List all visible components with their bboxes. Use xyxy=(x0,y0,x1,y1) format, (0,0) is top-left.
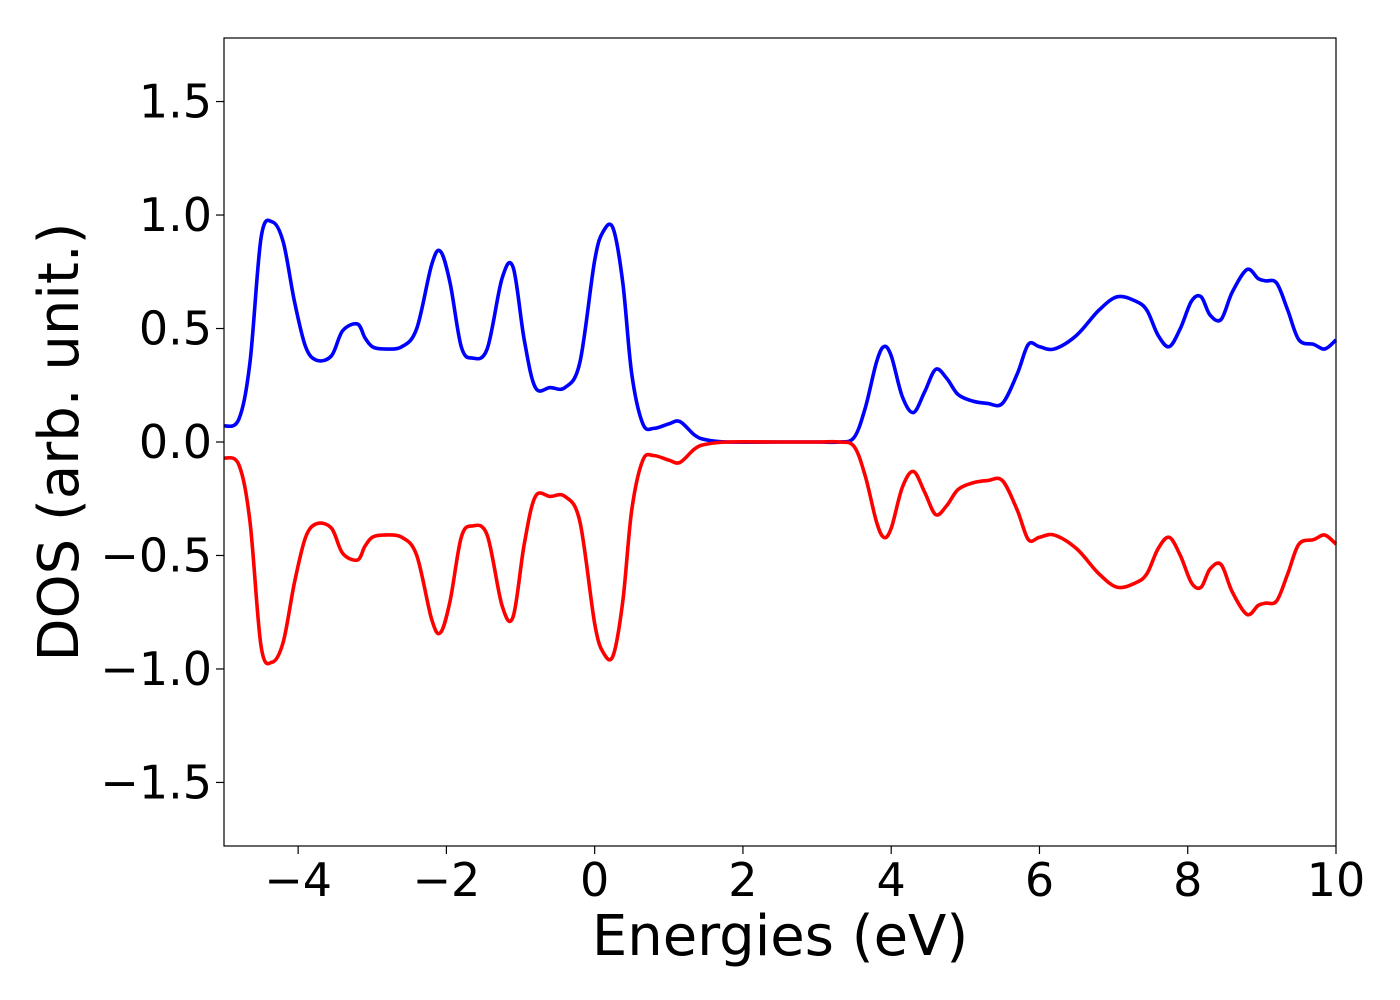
x-tick-label: 10 xyxy=(1307,853,1366,907)
x-tick-label: 8 xyxy=(1173,853,1202,907)
y-tick-label: −1.5 xyxy=(100,755,212,809)
y-axis: −1.5 −1.0 −0.5 0.0 0.5 1.0 1.5 xyxy=(100,75,224,809)
x-tick-label: 2 xyxy=(728,853,757,907)
y-axis-label: DOS (arb. unit.) xyxy=(27,222,92,661)
y-tick-label: 0.0 xyxy=(139,415,212,469)
x-tick-label: −2 xyxy=(412,853,480,907)
x-tick-label: 0 xyxy=(580,853,609,907)
y-tick-label: 1.5 xyxy=(139,75,212,129)
y-tick-label: 1.0 xyxy=(139,188,212,242)
dos-curve-spin-down xyxy=(223,439,1338,666)
y-tick-label: −0.5 xyxy=(100,528,212,582)
x-axis-label: Energies (eV) xyxy=(592,904,968,969)
x-tick-label: −4 xyxy=(264,853,332,907)
x-tick-label: 4 xyxy=(877,853,906,907)
y-tick-label: −1.0 xyxy=(100,642,212,696)
y-tick-label: 0.5 xyxy=(139,302,212,356)
x-tick-label: 6 xyxy=(1025,853,1054,907)
series-layer xyxy=(223,218,1338,666)
x-axis: −4 −2 0 2 4 6 8 10 xyxy=(264,846,1365,907)
